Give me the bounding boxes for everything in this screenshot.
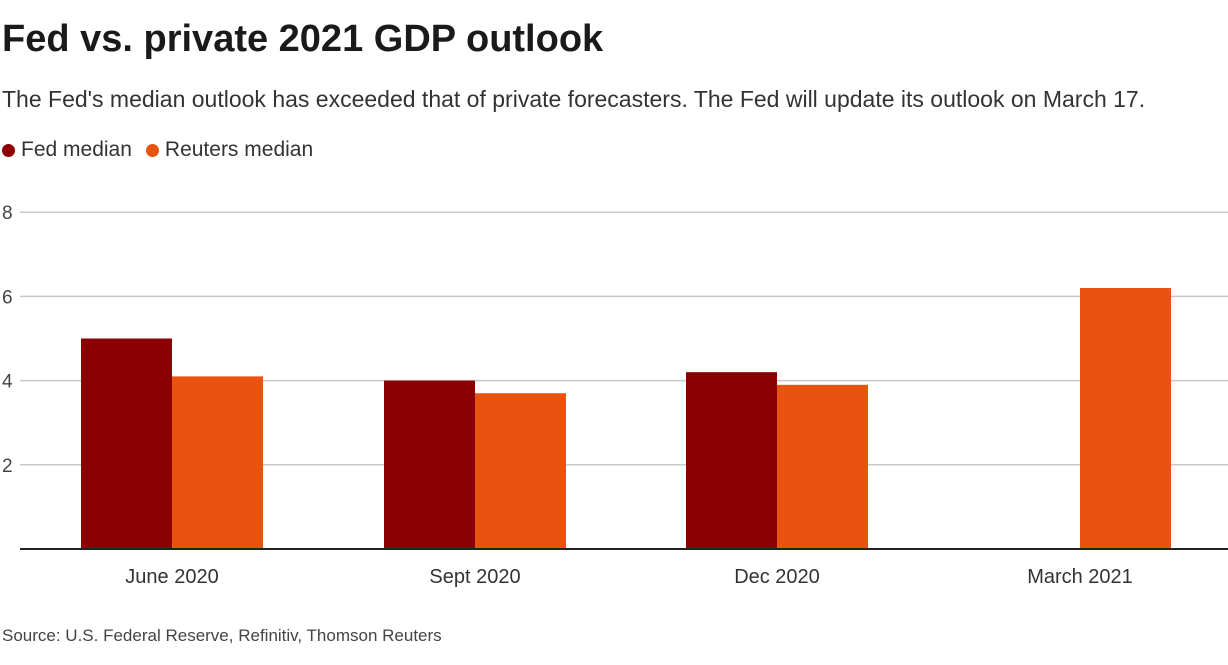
chart-subtitle: The Fed's median outlook has exceeded th… (2, 86, 1146, 112)
legend: Fed median Reuters median (2, 138, 313, 162)
legend-label: Reuters median (164, 138, 314, 161)
bar-reuters (475, 393, 566, 549)
y-tick-label: 6 (2, 287, 13, 308)
x-tick-label: Sept 2020 (429, 566, 520, 588)
chart-title: Fed vs. private 2021 GDP outlook (2, 18, 604, 60)
legend-label: Fed median (21, 138, 132, 161)
bar-fed (686, 372, 777, 549)
x-tick-label: March 2021 (1027, 566, 1133, 588)
x-tick-label: Dec 2020 (734, 566, 820, 588)
y-tick-label: 2 (2, 456, 13, 477)
legend-item-fed: Fed median (2, 138, 132, 162)
y-tick-label: 4 (2, 372, 13, 393)
legend-swatch (2, 143, 15, 157)
legend-swatch (145, 143, 159, 157)
bar-fed (384, 380, 475, 549)
legend-item-reuters: Reuters median (145, 138, 314, 162)
bar-fed (81, 338, 172, 549)
bar-reuters (777, 384, 868, 549)
bar-reuters (172, 376, 263, 549)
y-tick-label: 8 (2, 203, 13, 224)
source-note: Source: U.S. Federal Reserve, Refinitiv,… (2, 626, 442, 645)
bar-reuters (1080, 287, 1171, 549)
x-tick-label: June 2020 (125, 566, 218, 588)
